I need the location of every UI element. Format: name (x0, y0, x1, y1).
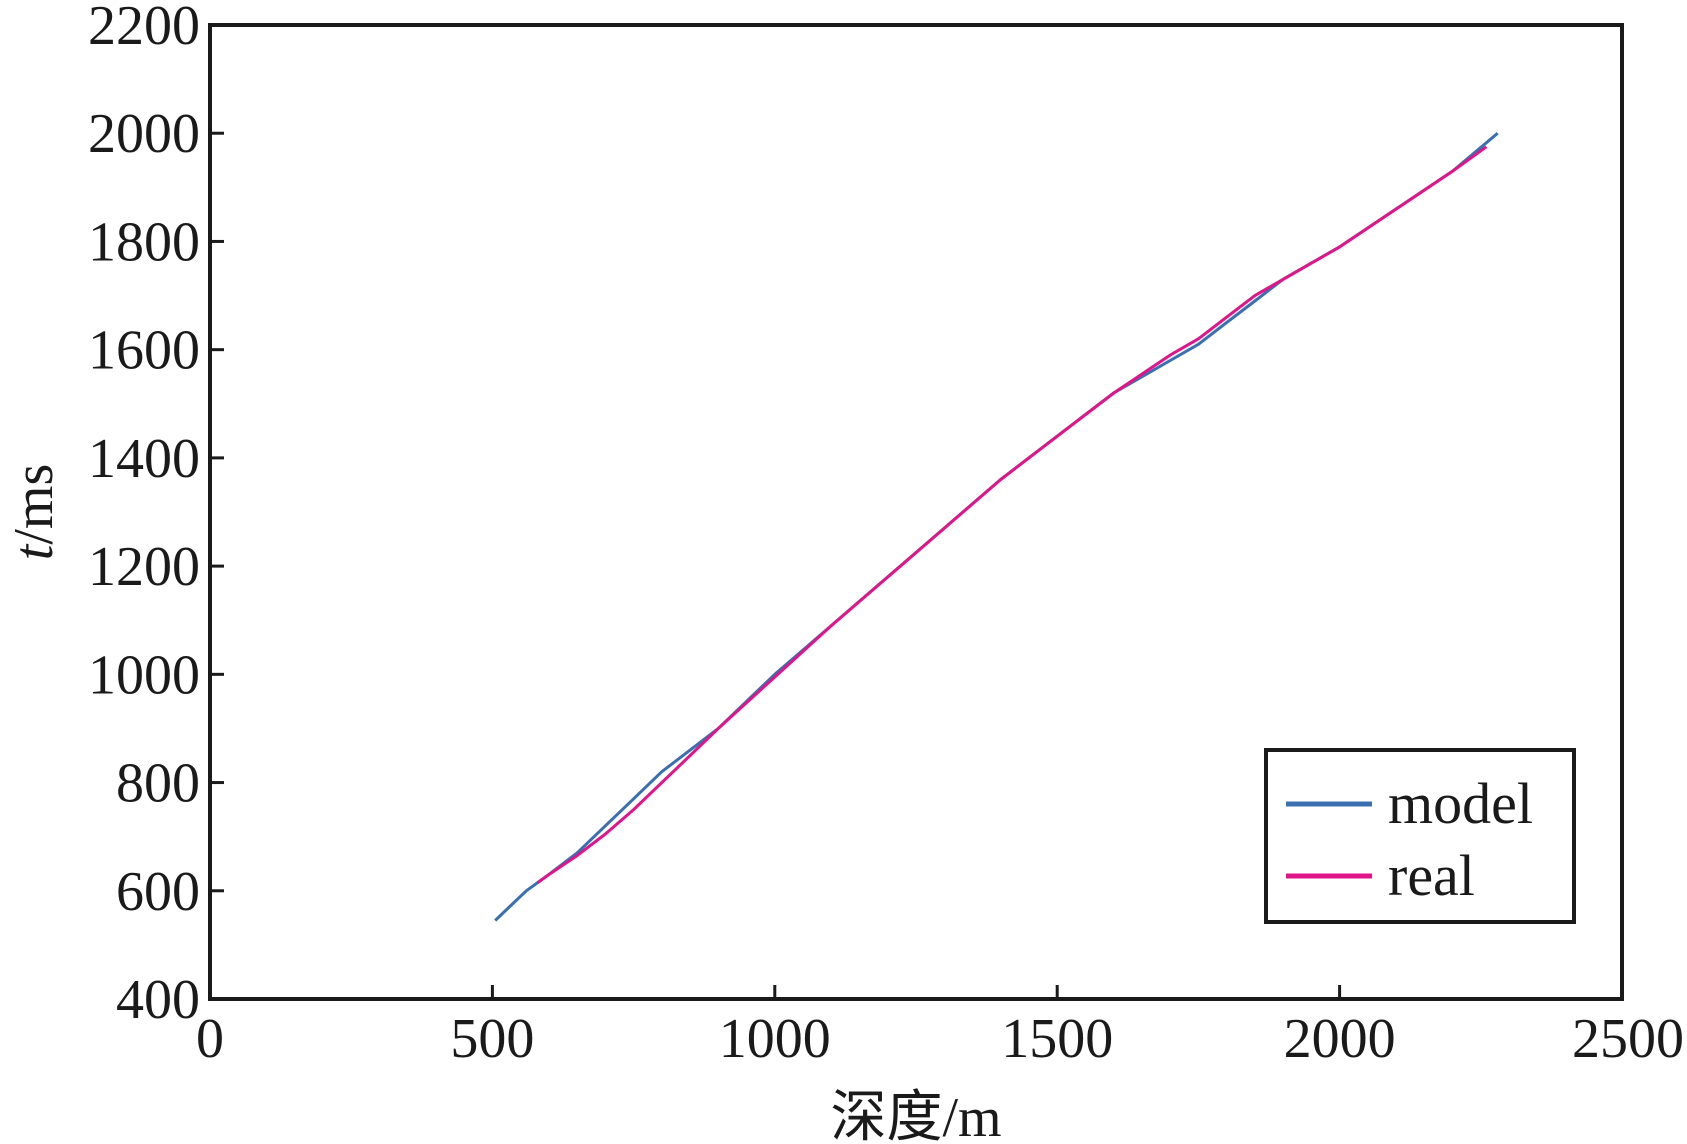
ticks: 0 500 1000 1500 2000 2500 400 600 800 1000 1200 140… (88, 0, 1684, 1070)
x-tick-label: 500 (450, 1008, 534, 1070)
x-tick-label: 2500 (1572, 1008, 1684, 1070)
legend-box (1264, 748, 1576, 924)
y-tick-label: 2000 (88, 103, 200, 165)
y-tick-label: 400 (116, 969, 200, 1031)
legend-label-real: real (1388, 843, 1475, 908)
series-lines (494, 132, 1499, 922)
y-axis-label-unit: /ms (3, 464, 65, 545)
series-line-real (536, 145, 1488, 884)
y-axis-label-italic: t (3, 543, 65, 560)
plot-frame (208, 23, 1624, 1001)
y-tick-label: 800 (116, 753, 200, 815)
x-tick-label: 0 (196, 1008, 224, 1070)
x-axis-label: 深度/m (830, 1087, 1001, 1144)
y-tick-label: 2200 (88, 0, 200, 57)
x-tick-label: 1000 (719, 1008, 831, 1070)
y-tick-label: 1600 (88, 320, 200, 382)
y-tick-label: 1800 (88, 211, 200, 273)
y-tick-label: 1200 (88, 536, 200, 598)
y-tick-label: 1000 (88, 644, 200, 706)
legend: model real (1264, 748, 1576, 924)
x-tick-label: 2000 (1284, 1008, 1396, 1070)
y-tick-label: 600 (116, 861, 200, 923)
legend-label-model: model (1388, 771, 1533, 836)
y-tick-label: 1400 (88, 428, 200, 490)
x-tick-label: 1500 (1001, 1008, 1113, 1070)
y-axis-label: t/ms (3, 464, 65, 560)
